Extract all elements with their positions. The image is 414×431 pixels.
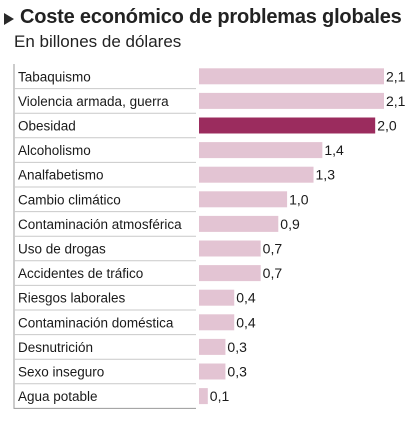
bar xyxy=(199,338,226,355)
value-label: 2,1 xyxy=(386,68,406,84)
value-label: 2,1 xyxy=(386,93,406,109)
category-label: Obesidad xyxy=(18,119,76,134)
bar xyxy=(199,363,226,380)
value-label: 0,9 xyxy=(280,216,300,232)
category-label: Uso de drogas xyxy=(18,242,106,257)
category-label: Contaminación doméstica xyxy=(18,315,174,330)
bar xyxy=(199,289,235,306)
title-row: Coste económico de problemas globales xyxy=(4,6,402,29)
bar xyxy=(199,314,235,331)
category-label: Cambio climático xyxy=(18,192,121,207)
value-label: 0,7 xyxy=(263,265,283,281)
bar xyxy=(199,68,384,85)
category-label: Tabaquismo xyxy=(18,69,91,84)
value-label: 0,4 xyxy=(236,314,256,330)
category-label: Violencia armada, guerra xyxy=(18,94,169,109)
value-label: 1,0 xyxy=(289,191,309,207)
value-label: 1,3 xyxy=(316,167,336,183)
value-label: 0,4 xyxy=(236,290,256,306)
value-label: 1,4 xyxy=(324,142,344,158)
bar xyxy=(199,388,208,405)
bar xyxy=(199,92,384,109)
category-label: Analfabetismo xyxy=(18,168,104,183)
value-label: 0,7 xyxy=(263,241,283,257)
category-label: Alcoholismo xyxy=(18,143,91,158)
bar xyxy=(199,166,314,183)
label-column-frame xyxy=(13,64,196,409)
bullet-triangle-icon xyxy=(4,12,14,25)
bar xyxy=(199,191,288,208)
category-label: Riesgos laborales xyxy=(18,291,126,306)
chart-subtitle: En billones de dólares xyxy=(14,32,182,51)
value-label: 2,0 xyxy=(377,118,397,134)
category-label: Desnutrición xyxy=(18,340,93,355)
chart-title: Coste económico de problemas globales xyxy=(20,6,402,28)
category-label: Contaminación atmosférica xyxy=(18,217,182,232)
category-label: Accidentes de tráfico xyxy=(18,266,143,281)
bar xyxy=(199,215,279,232)
bar xyxy=(199,142,323,159)
value-label: 0,1 xyxy=(210,388,230,404)
value-label: 0,3 xyxy=(227,339,247,355)
bar xyxy=(199,117,376,134)
bar xyxy=(199,240,261,257)
bar xyxy=(199,265,261,282)
category-label: Agua potable xyxy=(18,389,98,404)
value-label: 0,3 xyxy=(227,364,247,380)
category-label: Sexo inseguro xyxy=(18,365,104,380)
